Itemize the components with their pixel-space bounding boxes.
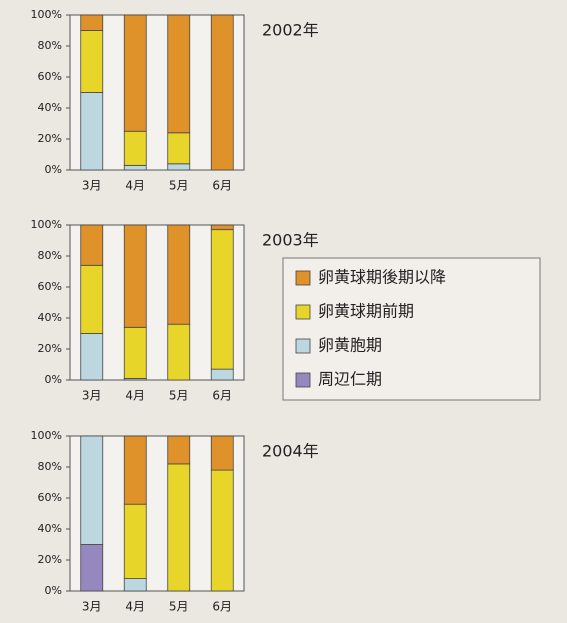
y-tick-label: 80% [38, 39, 62, 52]
bar-segment [123, 14, 147, 132]
bar-segment [167, 435, 191, 465]
y-tick-label: 20% [38, 342, 62, 355]
bar-segment [123, 578, 147, 592]
bar-segment [80, 544, 104, 592]
x-tick-label: 6月 [212, 179, 232, 193]
bar-segment [80, 435, 104, 545]
bar-segment [167, 14, 191, 134]
legend-swatch [295, 270, 311, 286]
legend-label: 周辺仁期 [318, 370, 382, 389]
bar-segment [123, 503, 147, 580]
x-tick-label: 5月 [169, 179, 189, 193]
bar-segment [167, 463, 191, 592]
y-tick-label: 40% [38, 311, 62, 324]
bar-segment [210, 224, 234, 231]
legend-box [282, 257, 541, 401]
bar-segment [123, 130, 147, 166]
y-tick-label: 20% [38, 132, 62, 145]
bar-segment [80, 264, 104, 334]
bar-segment [123, 435, 147, 505]
bar-segment [167, 323, 191, 381]
bar-segment [167, 132, 191, 165]
bar-segment [80, 224, 104, 266]
bar-segment [123, 224, 147, 328]
y-tick-label: 60% [38, 491, 62, 504]
y-tick-label: 0% [45, 584, 62, 597]
bar-segment [80, 14, 104, 31]
y-tick-label: 60% [38, 280, 62, 293]
x-tick-label: 5月 [169, 389, 189, 403]
bar-segment [80, 92, 104, 171]
bar-segment [123, 164, 147, 171]
legend-label: 卵黄胞期 [318, 336, 382, 355]
legend-swatch [295, 372, 311, 388]
y-tick-label: 0% [45, 373, 62, 386]
bar-segment [167, 224, 191, 325]
x-tick-label: 3月 [82, 389, 102, 403]
legend-label: 卵黄球期前期 [318, 302, 414, 321]
y-tick-label: 40% [38, 522, 62, 535]
legend-swatch [295, 338, 311, 354]
y-tick-label: 40% [38, 101, 62, 114]
bar-segment [167, 163, 191, 171]
bar-segment [210, 435, 234, 471]
y-tick-label: 100% [31, 429, 62, 442]
x-tick-label: 6月 [212, 600, 232, 614]
bar-segment [210, 14, 234, 171]
bar-segment [123, 326, 147, 379]
legend-label: 卵黄球期後期以降 [318, 268, 446, 287]
y-tick-label: 100% [31, 218, 62, 231]
chart-title: 2002年 [262, 21, 319, 40]
x-tick-label: 4月 [125, 179, 145, 193]
bar-segment [80, 333, 104, 381]
y-tick-label: 20% [38, 553, 62, 566]
y-tick-label: 60% [38, 70, 62, 83]
x-tick-label: 6月 [212, 389, 232, 403]
legend-swatch [295, 304, 311, 320]
bar-segment [210, 229, 234, 370]
chart-title: 2003年 [262, 231, 319, 250]
chart-title: 2004年 [262, 442, 319, 461]
bar-segment [210, 368, 234, 381]
x-tick-label: 3月 [82, 600, 102, 614]
x-tick-label: 5月 [169, 600, 189, 614]
y-tick-label: 80% [38, 249, 62, 262]
bar-segment [210, 469, 234, 592]
x-tick-label: 3月 [82, 179, 102, 193]
y-tick-label: 0% [45, 163, 62, 176]
bar-segment [80, 30, 104, 93]
y-tick-label: 100% [31, 8, 62, 21]
x-tick-label: 4月 [125, 389, 145, 403]
x-tick-label: 4月 [125, 600, 145, 614]
y-tick-label: 80% [38, 460, 62, 473]
